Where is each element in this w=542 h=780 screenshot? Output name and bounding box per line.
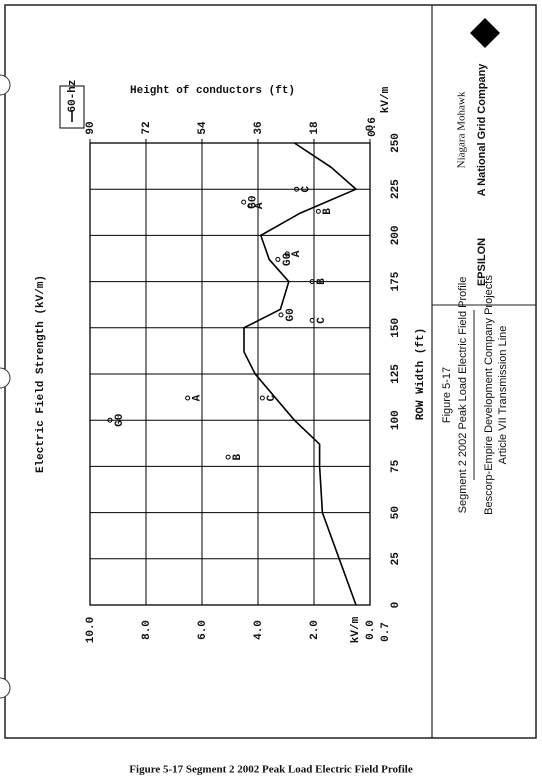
conductor-label: C [266,394,278,401]
conductor-label: A [291,250,303,257]
x-tick-label: 125 [390,364,402,384]
company: Niagara Mohawk [456,91,468,168]
conductor-label: B [316,278,328,285]
conductor-point [315,208,321,214]
figure-number: Figure 5-17 [441,367,453,423]
conductor-point [247,203,253,209]
company-sub: A National Grid Company [476,63,488,197]
project: Bescorp-Empire Development Company Proje… [483,275,495,515]
figure-title: Segment 2 2002 Peak Load Electric Field … [457,277,469,514]
annotation: 0.7 [380,622,392,642]
conductor-point [241,199,247,205]
conductor-point [309,317,315,323]
x-tick-label: 50 [390,506,402,519]
x-axis-label: ROW Width (ft) [415,328,427,420]
conductor-label: B [232,453,244,460]
x-tick-label: 225 [390,179,402,199]
legend-label: 60-hz [67,79,79,112]
y-tick-label: 2.0 [309,620,321,640]
conductor-label: B [322,208,334,215]
annotation: kV/m [350,616,362,643]
conductor-label: G0 [114,414,126,427]
conductor-label: A [192,394,204,401]
y-tick-label: 6.0 [197,620,209,640]
conductor-point [107,417,113,423]
annotation: 0.6 [367,117,379,137]
conductor-label: G0 [248,196,260,209]
project-line: Article VII Transmission Line [497,326,509,465]
logo-diamond [470,18,500,48]
y2-tick-label: 36 [253,121,265,134]
x-tick-label: 0 [390,602,402,609]
x-tick-label: 25 [390,552,402,566]
conductor-label: G0 [285,308,297,321]
x-tick-label: 200 [390,225,402,245]
y2-tick-label: 54 [197,121,209,135]
y2-axis-label: Height of conductors (ft) [130,85,295,97]
conductor-point [294,186,300,192]
y-axis-label: Electric Field Strength (kV/m) [35,275,47,473]
y2-tick-label: 0 [365,125,377,132]
y-tick-label: 10.0 [85,617,97,643]
x-tick-label: 250 [390,133,402,153]
binder-hole [0,74,11,96]
conductor-point [259,395,265,401]
series-line [243,142,358,606]
y2-tick-label: 72 [141,121,153,134]
y2-tick-label: 90 [85,121,97,134]
caption: Figure 5-17 Segment 2 2002 Peak Load Ele… [129,764,413,776]
partner: EPSILON [476,238,488,286]
y-tick-label: 4.0 [253,620,265,640]
conductor-label: G0 [282,253,294,266]
binder-hole [0,367,11,389]
binder-hole [0,677,11,699]
conductor-label: C [300,186,312,193]
y2-tick-label: 18 [309,121,321,135]
conductor-point [278,312,284,318]
conductor-point [275,256,281,262]
conductor-point [284,251,290,257]
conductor-label: C [316,317,328,324]
conductor-point [309,279,315,285]
x-tick-label: 150 [390,318,402,338]
conductor-point [185,395,191,401]
x-tick-label: 175 [390,271,402,291]
conductor-label: A [254,202,266,209]
x-tick-label: 100 [390,410,402,430]
annotation: kV/m [380,86,392,113]
conductor-point [225,454,231,460]
y-tick-label: 8.0 [141,620,153,640]
x-tick-label: 75 [390,459,402,473]
y-tick-label: 0.0 [365,620,377,640]
